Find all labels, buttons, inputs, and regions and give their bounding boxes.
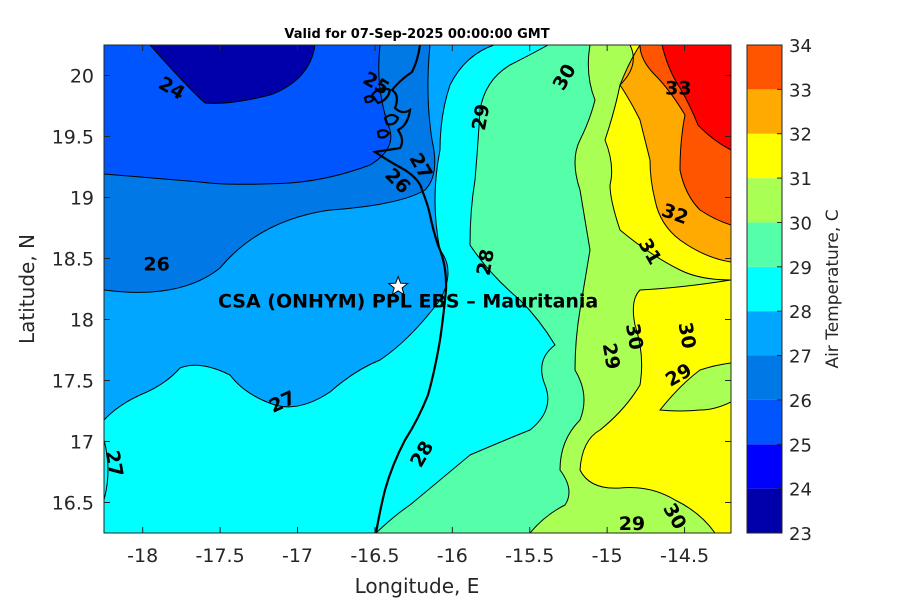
isoline-31 <box>619 45 731 263</box>
site-star-icon <box>387 275 410 296</box>
x-tick-label: -17.5 <box>196 545 245 567</box>
colorbar-label: Air Temperature, C <box>823 209 843 368</box>
colorbar: 23 24 25 26 27 28 29 30 31 32 33 34 <box>746 36 812 545</box>
x-tick-label: -15.5 <box>505 545 554 567</box>
x-axis-ticks: -18 -17.5 -17 -16.5 -16 -15.5 -15 -14.5 <box>127 45 709 567</box>
colorbar-swatch <box>747 133 782 179</box>
contour-label: 28 <box>473 247 499 277</box>
contour-label: 33 <box>665 78 691 100</box>
contour-label: 27 <box>101 449 127 479</box>
x-tick-label: -14.5 <box>660 545 709 567</box>
band-33-34 <box>662 45 731 150</box>
coastline <box>363 45 448 533</box>
coastline-island-2 <box>383 113 400 126</box>
y-tick-label: 19.5 <box>52 127 94 149</box>
isoline-29 <box>529 45 596 533</box>
colorbar-tick-label: 23 <box>789 524 812 545</box>
x-axis-label: Longitude, E <box>355 574 480 598</box>
colorbar-swatch <box>747 399 782 445</box>
y-axis-ticks: 16.5 17 17.5 18 18.5 19 19.5 20 <box>52 66 731 515</box>
x-tick-label: -18 <box>127 545 158 567</box>
y-tick-label: 20 <box>70 66 94 88</box>
contour-label: 30 <box>621 322 647 352</box>
band-23-24 <box>150 45 315 104</box>
colorbar-tick-label: 28 <box>789 302 812 323</box>
colorbar-tick-label: 34 <box>789 36 812 57</box>
colorbar-swatch <box>747 45 782 90</box>
colorbar-swatch <box>747 311 782 356</box>
contour-label: 26 <box>143 253 169 275</box>
isoline-29-pocket <box>659 362 731 412</box>
colorbar-swatch <box>747 444 782 489</box>
y-tick-label: 16.5 <box>52 493 94 515</box>
y-tick-label: 19 <box>70 188 94 210</box>
plot-frame <box>103 44 732 534</box>
x-tick-label: -16.5 <box>350 545 399 567</box>
band-30-31-south <box>580 280 731 533</box>
isoline-24 <box>149 45 316 104</box>
colorbar-tick-label: 29 <box>789 258 812 279</box>
isoline-27 <box>104 45 495 421</box>
colorbar-tick-label: 30 <box>789 213 812 234</box>
colorbar-swatch <box>747 266 782 312</box>
colorbar-frame <box>746 44 783 534</box>
coastline-main <box>372 45 448 533</box>
y-tick-label: 17.5 <box>52 371 94 393</box>
colorbar-tick-label: 24 <box>789 480 812 501</box>
isoline-26 <box>104 45 436 293</box>
y-axis-label: Latitude, N <box>15 234 39 344</box>
band-29-30-pocket <box>660 363 731 411</box>
isoline-27-west <box>104 439 109 501</box>
isoline-30-south <box>579 279 731 533</box>
colorbar-tick-label: 26 <box>789 391 812 412</box>
x-tick-label: -16 <box>437 545 468 567</box>
band-24-25 <box>104 45 391 185</box>
contour-fill-bands <box>104 45 731 533</box>
site-marker-group: CSA (ONHYM) PPL EBS – Mauritania <box>218 275 598 313</box>
isoline-32 <box>639 45 731 226</box>
colorbar-tick-label: 25 <box>789 435 812 456</box>
colorbar-swatch <box>747 89 782 134</box>
site-label: CSA (ONHYM) PPL EBS – Mauritania <box>218 291 598 313</box>
colorbar-swatch <box>747 178 782 223</box>
colorbar-swatch <box>747 355 782 400</box>
coastline-island-3 <box>376 129 391 139</box>
colorbar-tick-label: 27 <box>789 347 812 368</box>
x-tick-label: -15 <box>592 545 623 567</box>
contour-label: 29 <box>598 341 624 371</box>
contour-label: 29 <box>468 102 494 132</box>
x-tick-label: -17 <box>282 545 313 567</box>
colorbar-tick-label: 31 <box>789 169 812 190</box>
y-tick-label: 17 <box>70 432 94 454</box>
isoline-28 <box>375 45 556 533</box>
colorbar-tick-label: 32 <box>789 125 812 146</box>
coastline-island-1 <box>370 87 392 105</box>
coastline-island-4 <box>363 95 376 104</box>
contour-label: 30 <box>674 321 700 351</box>
colorbar-tick-label: 33 <box>789 80 812 101</box>
colorbar-swatch <box>747 222 782 267</box>
colorbar-swatch <box>747 488 782 533</box>
isoline-33 <box>661 45 731 151</box>
y-tick-label: 18 <box>70 310 94 332</box>
chart-title: Valid for 07-Sep-2025 00:00:00 GMT <box>284 27 549 42</box>
contour-label: 29 <box>619 513 645 535</box>
y-tick-label: 18.5 <box>52 249 94 271</box>
